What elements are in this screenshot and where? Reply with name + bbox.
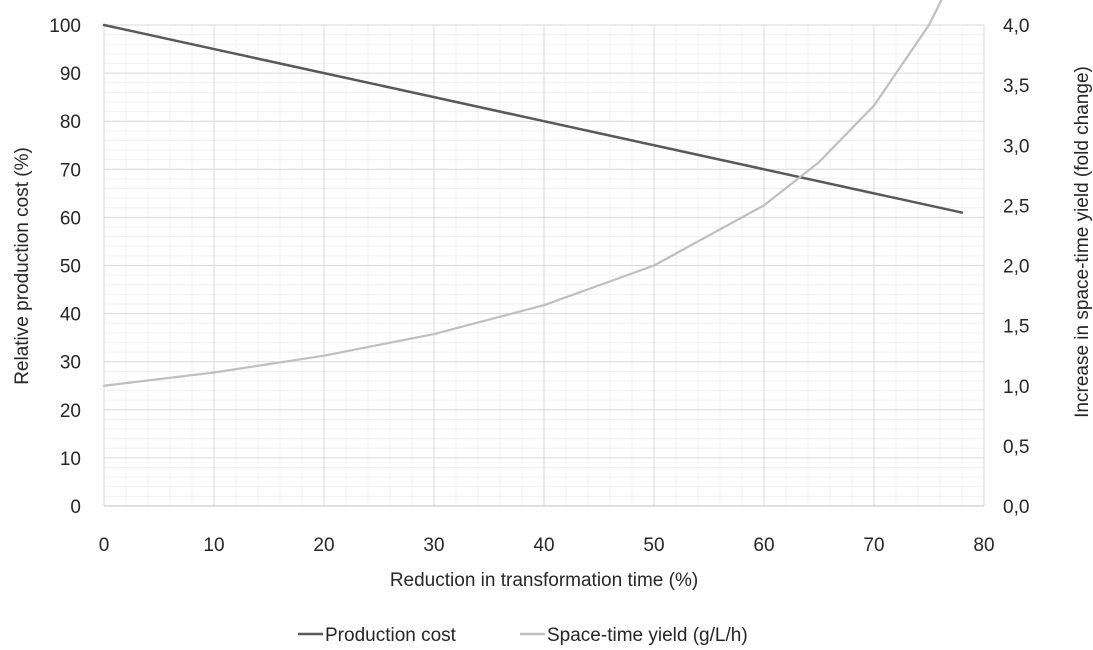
y-axis-ticks: 0 10 20 30 40 50 60 70 80 90 100: [49, 16, 81, 518]
y2-tick-label: 4,0: [1003, 16, 1029, 37]
x-axis-ticks: 0 10 20 30 40 50 60 70 80: [99, 535, 995, 556]
x-tick-label: 70: [863, 535, 884, 556]
y-tick-label: 50: [60, 257, 81, 278]
x-axis-title: Reduction in transformation time (%): [390, 570, 698, 591]
series-line-production-cost: [102, 23, 964, 214]
axes: [103, 25, 984, 507]
y2-tick-label: 1,5: [1003, 317, 1029, 338]
y2-axis-title: Increase in space-time yield (fold chang…: [1072, 66, 1093, 418]
legend-item-space-time-yield: Space-time yield (g/L/h): [520, 625, 748, 646]
y2-tick-label: 0,0: [1003, 497, 1029, 518]
legend-item-production-cost: Production cost: [298, 625, 457, 646]
y-tick-label: 40: [60, 305, 81, 326]
legend: Production cost Space-time yield (g/L/h): [298, 625, 748, 646]
y2-tick-label: 2,5: [1003, 196, 1029, 217]
y-axis-title: Relative production cost (%): [12, 147, 33, 385]
y-tick-label: 30: [60, 353, 81, 374]
y-tick-label: 90: [60, 64, 81, 85]
x-tick-label: 10: [203, 535, 224, 556]
y2-tick-label: 3,0: [1003, 136, 1029, 157]
x-tick-label: 20: [313, 535, 334, 556]
y-tick-label: 20: [60, 401, 81, 422]
x-tick-label: 50: [643, 535, 664, 556]
y2-tick-label: 0,5: [1003, 437, 1029, 458]
legend-label-space-time-yield: Space-time yield (g/L/h): [547, 625, 748, 646]
y-tick-label: 60: [60, 208, 81, 229]
y2-tick-label: 1,0: [1003, 377, 1029, 398]
y-tick-label: 0: [70, 497, 81, 518]
series-layer: [102, 0, 964, 387]
y2-axis-ticks: 0,0 0,5 1,0 1,5 2,0 2,5 3,0 3,5 4,0: [1003, 16, 1029, 518]
legend-label-production-cost: Production cost: [325, 625, 457, 646]
x-tick-label: 30: [423, 535, 444, 556]
x-tick-label: 40: [533, 535, 554, 556]
x-tick-label: 80: [973, 535, 994, 556]
y2-tick-label: 3,5: [1003, 76, 1029, 97]
y2-tick-label: 2,0: [1003, 257, 1029, 278]
y-tick-label: 80: [60, 112, 81, 133]
y-tick-label: 100: [49, 16, 81, 37]
series-line-space-time-yield: [102, 0, 943, 387]
x-tick-label: 60: [753, 535, 774, 556]
x-tick-label: 0: [99, 535, 110, 556]
y-tick-label: 70: [60, 160, 81, 181]
y-tick-label: 10: [60, 449, 81, 470]
